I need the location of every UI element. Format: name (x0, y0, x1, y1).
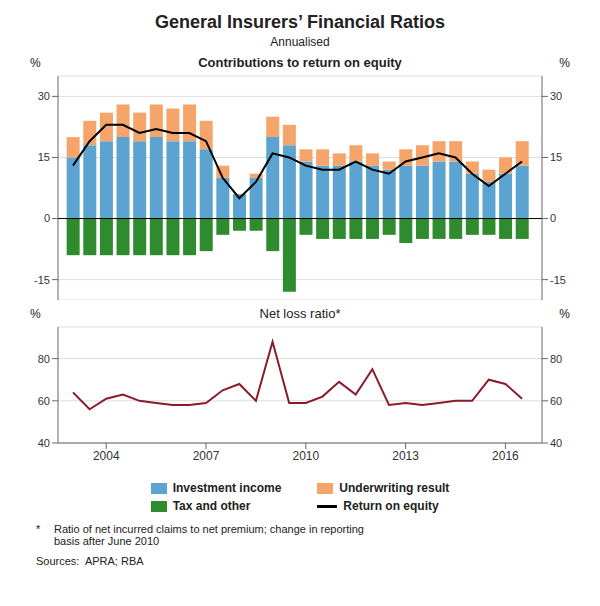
html-text:General Insurers’ Financial Ra: General Insurers’ Financial Ratios (154, 12, 445, 32)
svg-text:60: 60 (38, 395, 50, 407)
svg-text:30: 30 (550, 90, 562, 102)
svg-text:40: 40 (550, 437, 562, 449)
svg-text:2016: 2016 (492, 449, 519, 463)
svg-text:0: 0 (550, 212, 556, 224)
svg-text:2007: 2007 (193, 449, 220, 463)
html-text:Ratio of net incurred claims t: Ratio of net incurred claims to net prem… (54, 523, 364, 547)
svg-text:60: 60 (550, 395, 562, 407)
svg-text:80: 80 (550, 353, 562, 365)
svg-text:0: 0 (44, 212, 50, 224)
html-text:Contributions to return on equ: Contributions to return on equity (198, 55, 402, 70)
svg-text:40: 40 (38, 437, 50, 449)
html-text:Return on equity: Return on equity (343, 499, 439, 513)
html-text:Investment income: Investment income (172, 481, 282, 495)
svg-text:30: 30 (38, 90, 50, 102)
svg-text:-15: -15 (34, 274, 50, 286)
svg-text:80: 80 (38, 353, 50, 365)
html-text:Sources: APRA; RBA: Sources: APRA; RBA (36, 555, 144, 567)
svg-text:2004: 2004 (93, 449, 120, 463)
html-text:Underwriting result: Underwriting result (339, 481, 450, 495)
html-text:Net loss ratio*: Net loss ratio* (259, 306, 341, 321)
html-text:Annualised: Annualised (270, 35, 330, 49)
html-text:Tax and other: Tax and other (172, 499, 251, 513)
svg-text:15: 15 (38, 151, 50, 163)
svg-text:-15: -15 (550, 274, 566, 286)
svg-text:2010: 2010 (292, 449, 319, 463)
svg-text:2013: 2013 (392, 449, 419, 463)
svg-text:15: 15 (550, 151, 562, 163)
